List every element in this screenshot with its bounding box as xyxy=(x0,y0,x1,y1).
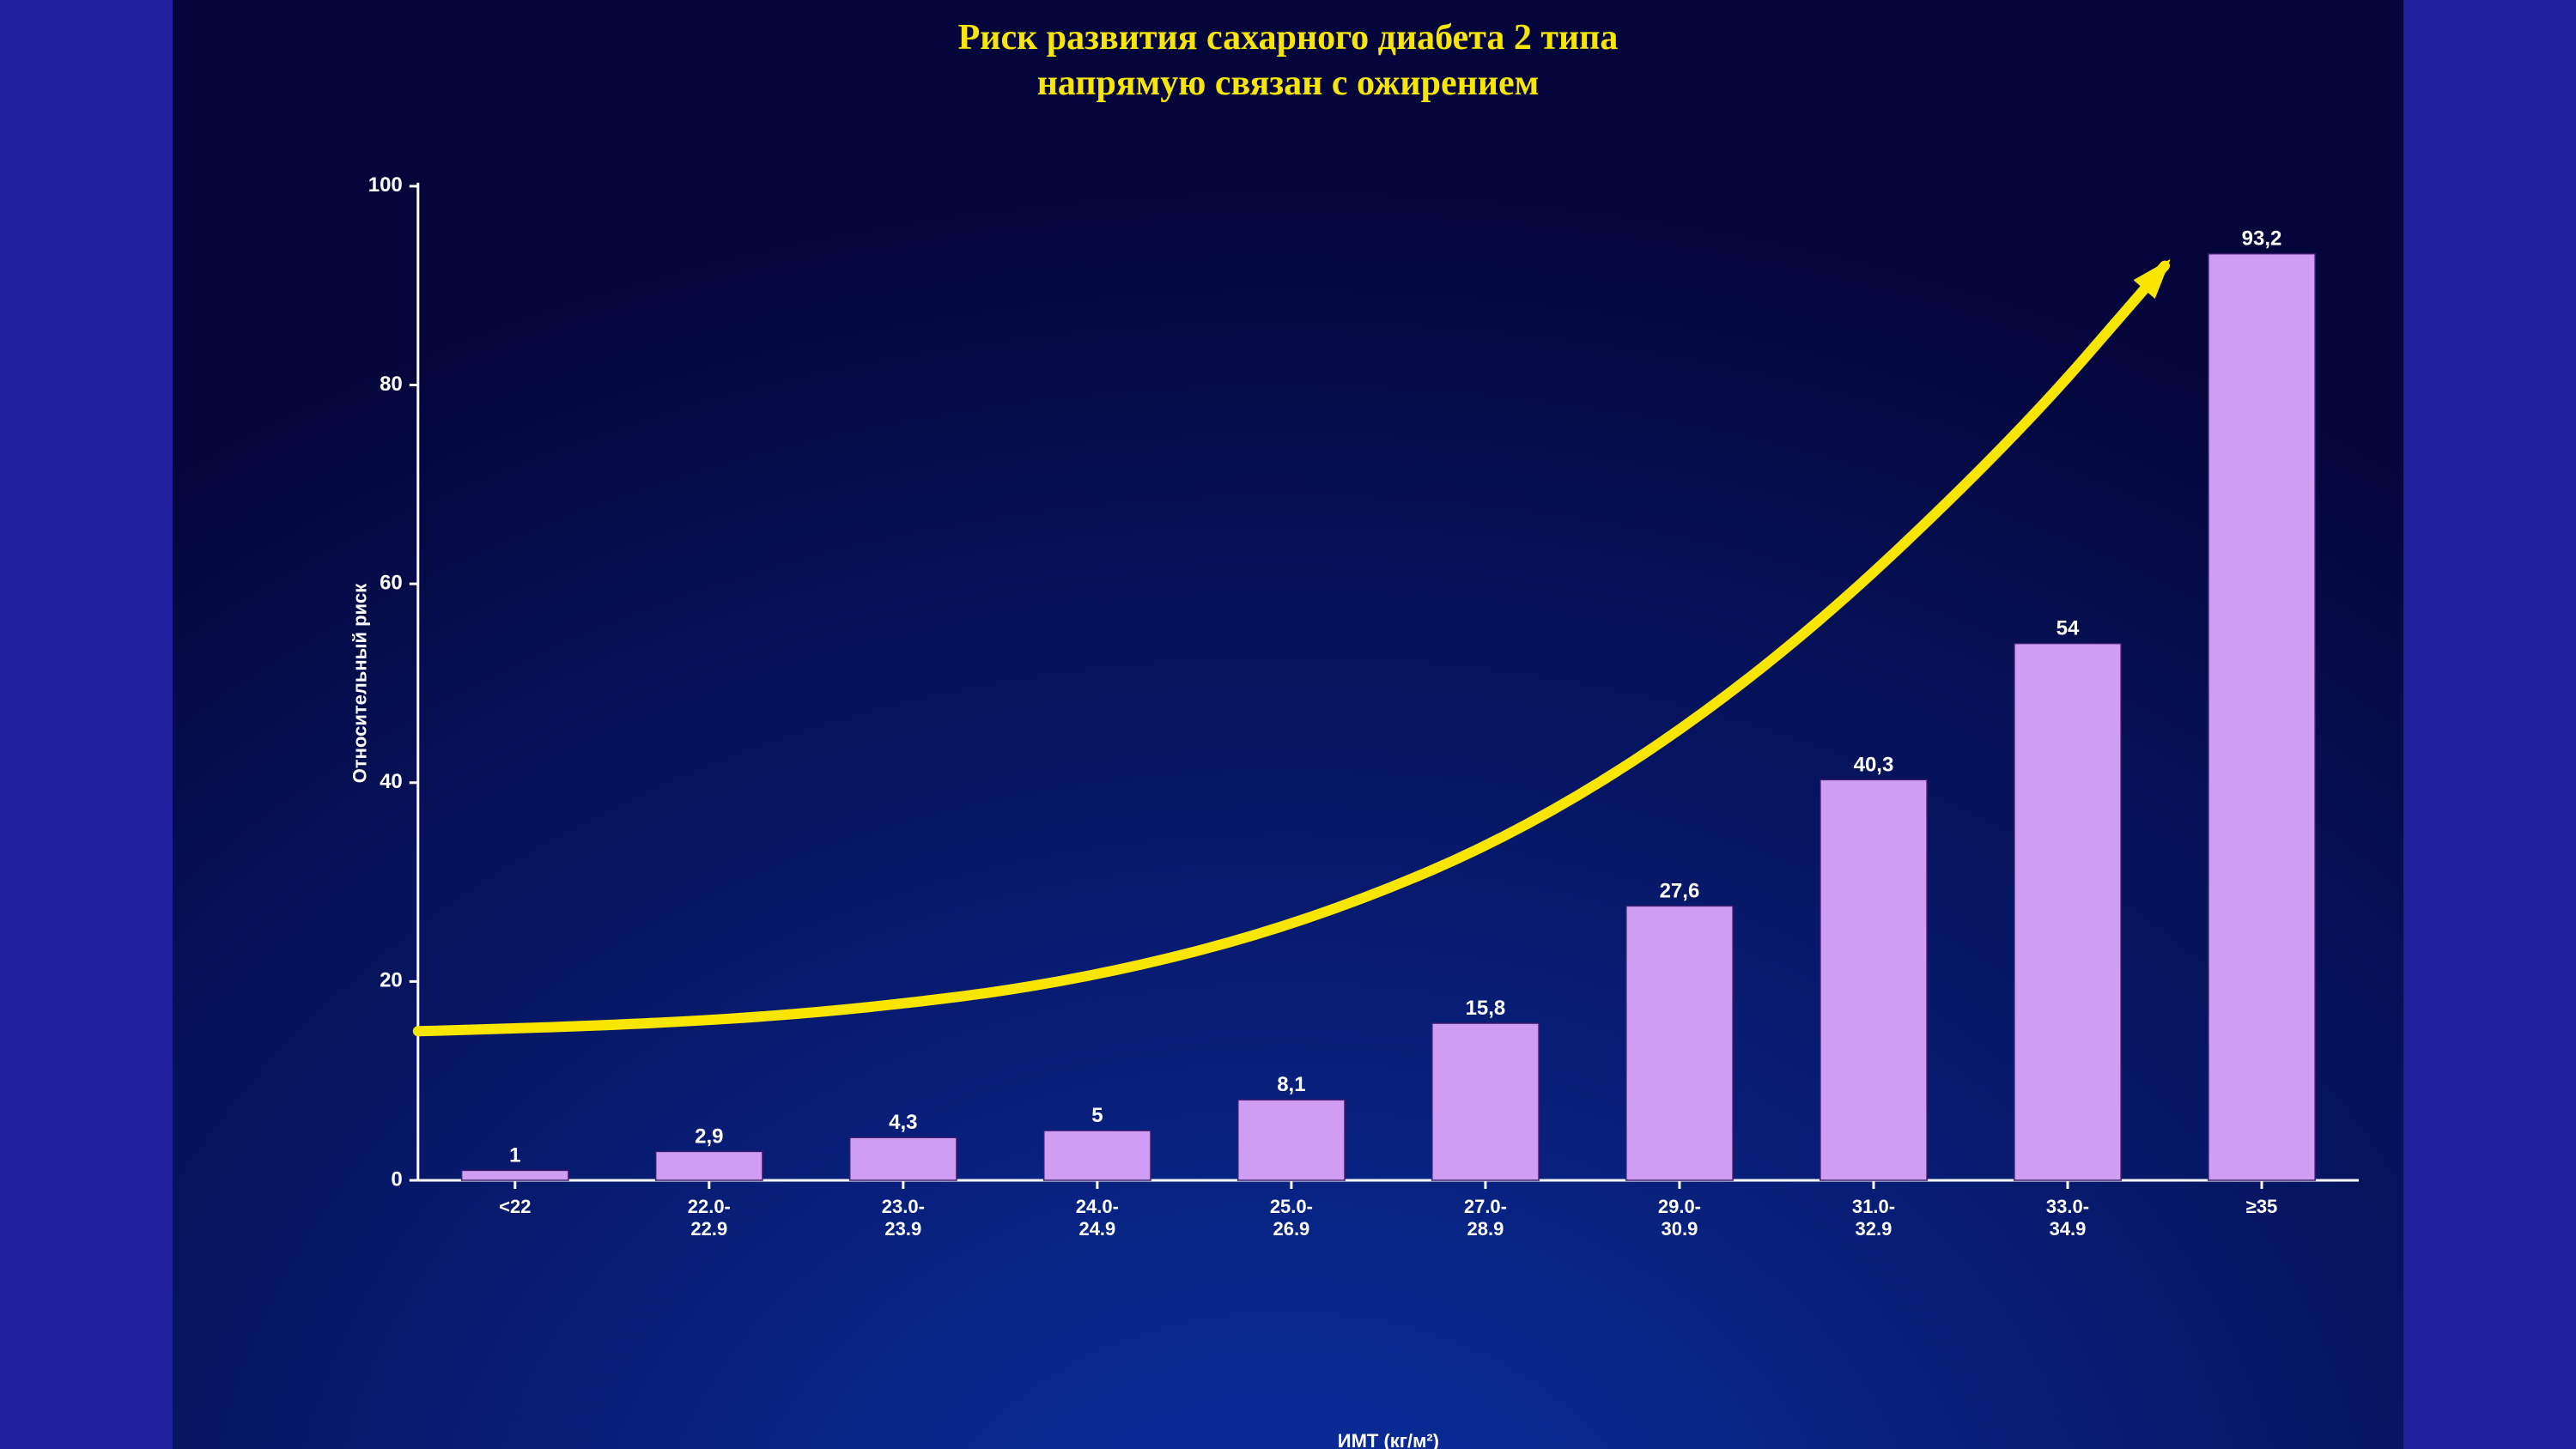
x-category-label-2: 32.9 xyxy=(1856,1218,1893,1240)
bar-value-label: 1 xyxy=(509,1143,520,1167)
x-category-label: ≥35 xyxy=(2246,1196,2278,1217)
bar xyxy=(2208,254,2315,1180)
x-axis-label: ИМТ (кг/м²) xyxy=(1338,1430,1439,1449)
y-tick-label: 80 xyxy=(380,373,403,396)
x-category-label: 23.0- xyxy=(882,1196,925,1217)
bar-value-label: 5 xyxy=(1091,1104,1103,1127)
bar xyxy=(1626,906,1733,1180)
slide-title: Риск развития сахарного диабета 2 типа н… xyxy=(173,0,2403,106)
x-category-label-2: 24.9 xyxy=(1078,1218,1115,1240)
bar-value-label: 2,9 xyxy=(695,1125,723,1148)
title-line-1: Риск развития сахарного диабета 2 типа xyxy=(173,15,2403,61)
x-category-label-2: 34.9 xyxy=(2050,1218,2087,1240)
bar-value-label: 93,2 xyxy=(2242,227,2282,251)
x-category-label-2: 30.9 xyxy=(1662,1218,1698,1240)
x-category-label: 29.0- xyxy=(1658,1196,1701,1217)
x-category-label: 27.0- xyxy=(1464,1196,1507,1217)
bar xyxy=(850,1137,957,1180)
bar-value-label: 40,3 xyxy=(1854,753,1894,776)
y-axis-label: Относительный риск xyxy=(349,583,371,784)
bar xyxy=(462,1170,568,1180)
bar-value-label: 54 xyxy=(2057,617,2080,640)
right-margin xyxy=(2403,0,2576,1449)
bar xyxy=(656,1151,762,1180)
x-category-label-2: 28.9 xyxy=(1467,1218,1504,1240)
y-tick-label: 100 xyxy=(368,173,403,197)
title-line-2: напрямую связан с ожирением xyxy=(173,61,2403,106)
x-category-label-2: 22.9 xyxy=(690,1218,727,1240)
left-margin xyxy=(0,0,173,1449)
x-category-label: 33.0- xyxy=(2046,1196,2089,1217)
bar-chart: 0 20 40 60 80 100 Относительный риск 1 <22 2,9 22.… xyxy=(173,106,2403,1449)
bar xyxy=(1432,1023,1539,1180)
x-category-label: 25.0- xyxy=(1270,1196,1313,1217)
y-tick-label: 40 xyxy=(380,770,403,793)
bar xyxy=(1044,1131,1151,1180)
bar xyxy=(2014,644,2121,1180)
x-category-label-2: 26.9 xyxy=(1273,1218,1309,1240)
bar xyxy=(1820,779,1927,1180)
y-tick-label: 0 xyxy=(391,1167,402,1191)
y-tick-label: 60 xyxy=(380,571,403,594)
bar-value-label: 27,6 xyxy=(1660,879,1700,902)
x-category-label: 22.0- xyxy=(688,1196,731,1217)
bar-value-label: 15,8 xyxy=(1466,997,1506,1020)
bar xyxy=(1238,1100,1345,1180)
bar-value-label: 8,1 xyxy=(1277,1073,1305,1096)
bar-value-label: 4,3 xyxy=(889,1111,917,1134)
x-category-label-2: 23.9 xyxy=(884,1218,921,1240)
x-category-label: <22 xyxy=(499,1196,531,1217)
chart-area: 0 20 40 60 80 100 Относительный риск 1 <22 2,9 22.… xyxy=(173,106,2403,1449)
x-category-label: 31.0- xyxy=(1852,1196,1895,1217)
slide: Риск развития сахарного диабета 2 типа н… xyxy=(173,0,2403,1449)
outer-frame: Риск развития сахарного диабета 2 типа н… xyxy=(0,0,2576,1449)
x-category-label: 24.0- xyxy=(1076,1196,1119,1217)
y-tick-label: 20 xyxy=(380,969,403,992)
